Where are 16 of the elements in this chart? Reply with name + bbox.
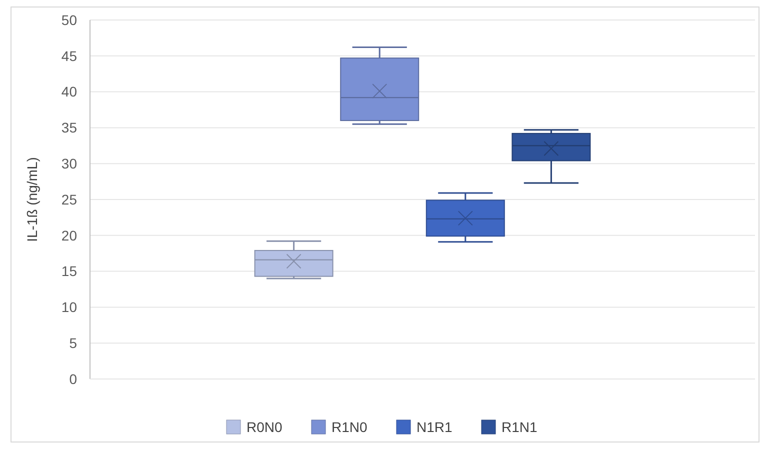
legend-label: N1R1: [416, 418, 453, 435]
y-tick-label: 0: [69, 370, 78, 387]
y-tick-label: 25: [61, 191, 78, 208]
legend-label: R0N0: [246, 418, 283, 435]
y-tick-label: 45: [61, 48, 78, 64]
y-tick-label: 10: [61, 299, 78, 316]
legend-label: R1N0: [332, 418, 368, 435]
y-tick-label: 20: [61, 227, 78, 244]
y-tick-label: 30: [61, 156, 78, 172]
y-tick-label: 40: [61, 84, 78, 100]
y-tick-label: 50: [61, 12, 78, 28]
legend-label: R1N1: [502, 418, 538, 435]
y-tick-label: 5: [69, 335, 78, 351]
y-tick-label: 15: [61, 263, 78, 280]
y-axis-title: IL-1ß (ng/mL): [24, 157, 40, 242]
y-tick-label: 35: [61, 120, 78, 136]
